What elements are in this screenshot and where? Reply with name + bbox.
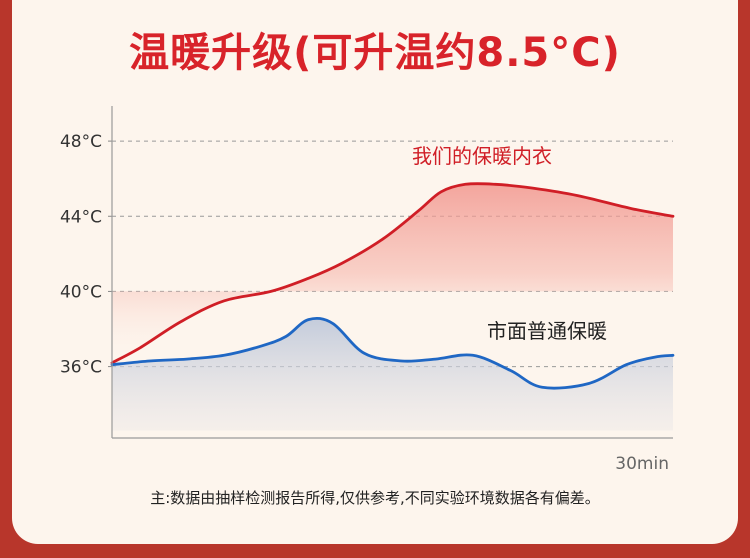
series-label-0: 我们的保暖内衣 bbox=[412, 144, 552, 168]
footnote: 主:数据由抽样检测报告所得,仅供参考,不同实验环境数据各有偏差。 bbox=[150, 489, 600, 507]
page-title: 温暖升级(可升温约8.5°C) bbox=[129, 30, 621, 76]
x-axis-end-label: 30min bbox=[615, 454, 669, 474]
series-label-1: 市面普通保暖 bbox=[487, 319, 607, 343]
y-tick-label-44: 44°C bbox=[60, 207, 102, 227]
y-tick-label-36: 36°C bbox=[60, 358, 102, 378]
series-0-area bbox=[112, 183, 673, 363]
series-1-line bbox=[110, 316, 675, 390]
y-tick-label-40: 40°C bbox=[60, 282, 102, 302]
series-0-line bbox=[110, 182, 675, 365]
series-1-area bbox=[112, 318, 673, 431]
y-tick-label-48: 48°C bbox=[60, 132, 102, 152]
